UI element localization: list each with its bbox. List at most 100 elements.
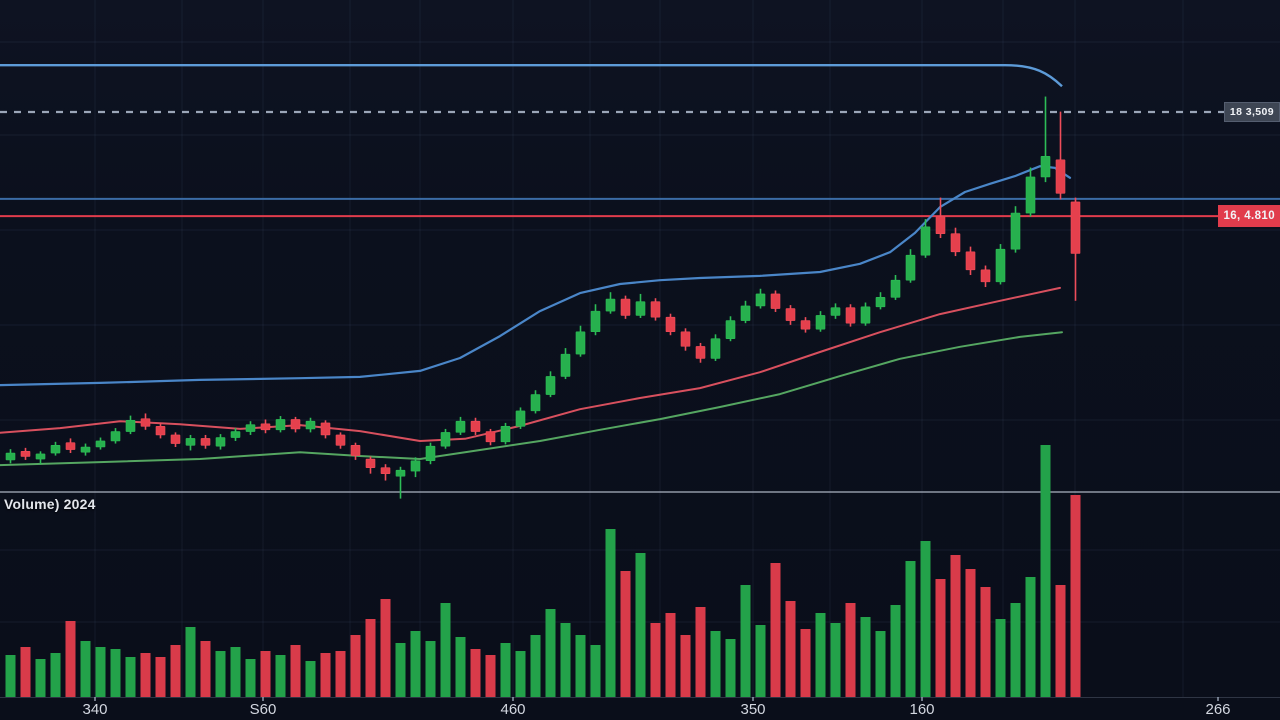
x-axis-label: 160 — [909, 701, 935, 718]
x-axis-label: 350 — [740, 701, 766, 718]
candle-body — [1025, 176, 1036, 214]
volume-bar — [35, 659, 46, 697]
volume-bar — [275, 655, 286, 697]
x-axis-label: S60 — [249, 701, 277, 718]
candle-body — [680, 331, 691, 347]
x-axis-label: 460 — [500, 701, 526, 718]
volume-bar — [200, 641, 211, 697]
candle-body — [920, 226, 931, 256]
volume-bar — [755, 625, 766, 697]
volume-bar — [950, 555, 961, 697]
volume-bar — [65, 621, 76, 697]
volume-bar — [515, 651, 526, 697]
candle-body — [905, 254, 916, 281]
volume-bar — [185, 627, 196, 697]
candle-body — [455, 420, 466, 433]
volume-bar — [650, 623, 661, 697]
volume-bar — [920, 541, 931, 697]
candle-body — [5, 452, 16, 461]
candle-body — [170, 434, 181, 444]
volume-bar — [680, 635, 691, 697]
volume-bar — [1025, 577, 1036, 697]
candle-body — [20, 450, 31, 457]
candle-body — [335, 434, 346, 446]
volume-bar — [860, 617, 871, 697]
candle-body — [800, 320, 811, 330]
candle-body — [740, 305, 751, 321]
volume-bar — [590, 645, 601, 697]
candle-body — [275, 419, 286, 431]
volume-bar — [365, 619, 376, 697]
candle-body — [830, 307, 841, 316]
candle-body — [200, 438, 211, 446]
volume-bar — [350, 635, 361, 697]
volume-bar — [545, 609, 556, 697]
volume-bar — [140, 653, 151, 697]
volume-bar — [50, 653, 61, 697]
candle-body — [365, 458, 376, 468]
volume-bar — [605, 529, 616, 697]
volume-bar — [425, 641, 436, 697]
candle-body — [185, 438, 196, 446]
price-label-alert-level: 16, 4.810 — [1218, 205, 1280, 228]
volume-bar — [905, 561, 916, 697]
candle-body — [215, 437, 226, 447]
candle-body — [425, 445, 436, 462]
candle-body — [1040, 156, 1051, 178]
candle-body — [845, 307, 856, 324]
candle-body — [140, 418, 151, 427]
candle-body — [110, 431, 121, 442]
candle-body — [380, 467, 391, 474]
volume-bar — [875, 631, 886, 697]
volume-bar — [665, 613, 676, 697]
volume-bar — [215, 651, 226, 697]
volume-bar — [830, 623, 841, 697]
volume-bar — [635, 553, 646, 697]
upper-band-line — [0, 63, 1063, 88]
volume-bar — [80, 641, 91, 697]
candle-body — [965, 251, 976, 271]
volume-bar — [245, 659, 256, 697]
candle-body — [1010, 212, 1021, 250]
candle-body — [755, 293, 766, 307]
volume-bar — [500, 643, 511, 697]
volume-bar — [800, 629, 811, 697]
volume-bar — [125, 657, 136, 697]
volume-bar — [770, 563, 781, 697]
volume-bar — [410, 631, 421, 697]
x-axis[interactable]: 340 S60 460 350 160 266 — [0, 697, 1280, 720]
volume-bar — [620, 571, 631, 697]
x-axis-label: 340 — [82, 701, 108, 718]
candle-body — [1055, 159, 1066, 194]
candle-body — [590, 310, 601, 333]
candle-body — [620, 298, 631, 316]
candle-body — [350, 444, 361, 456]
candle-body — [410, 460, 421, 472]
candle-body — [935, 216, 946, 235]
candle-body — [665, 316, 676, 333]
volume-bar — [95, 647, 106, 697]
candle-body — [815, 315, 826, 330]
candle-body — [65, 442, 76, 450]
candle-body — [1070, 201, 1081, 254]
candle-body — [500, 426, 511, 443]
volume-bar — [455, 637, 466, 697]
volume-bar — [530, 635, 541, 697]
volume-bar — [575, 635, 586, 697]
candle-body — [560, 353, 571, 377]
candle-body — [485, 431, 496, 443]
candle-body — [320, 422, 331, 436]
volume-bar — [560, 623, 571, 697]
volume-bar — [230, 647, 241, 697]
volume-bar — [815, 613, 826, 697]
volume-bar — [1070, 495, 1081, 697]
volume-bar — [965, 569, 976, 697]
candle-body — [440, 432, 451, 447]
candle-body — [260, 423, 271, 431]
volume-bar — [710, 631, 721, 697]
ma-line-red — [0, 286, 1061, 442]
candle-body — [80, 446, 91, 453]
volume-bar — [1010, 603, 1021, 697]
